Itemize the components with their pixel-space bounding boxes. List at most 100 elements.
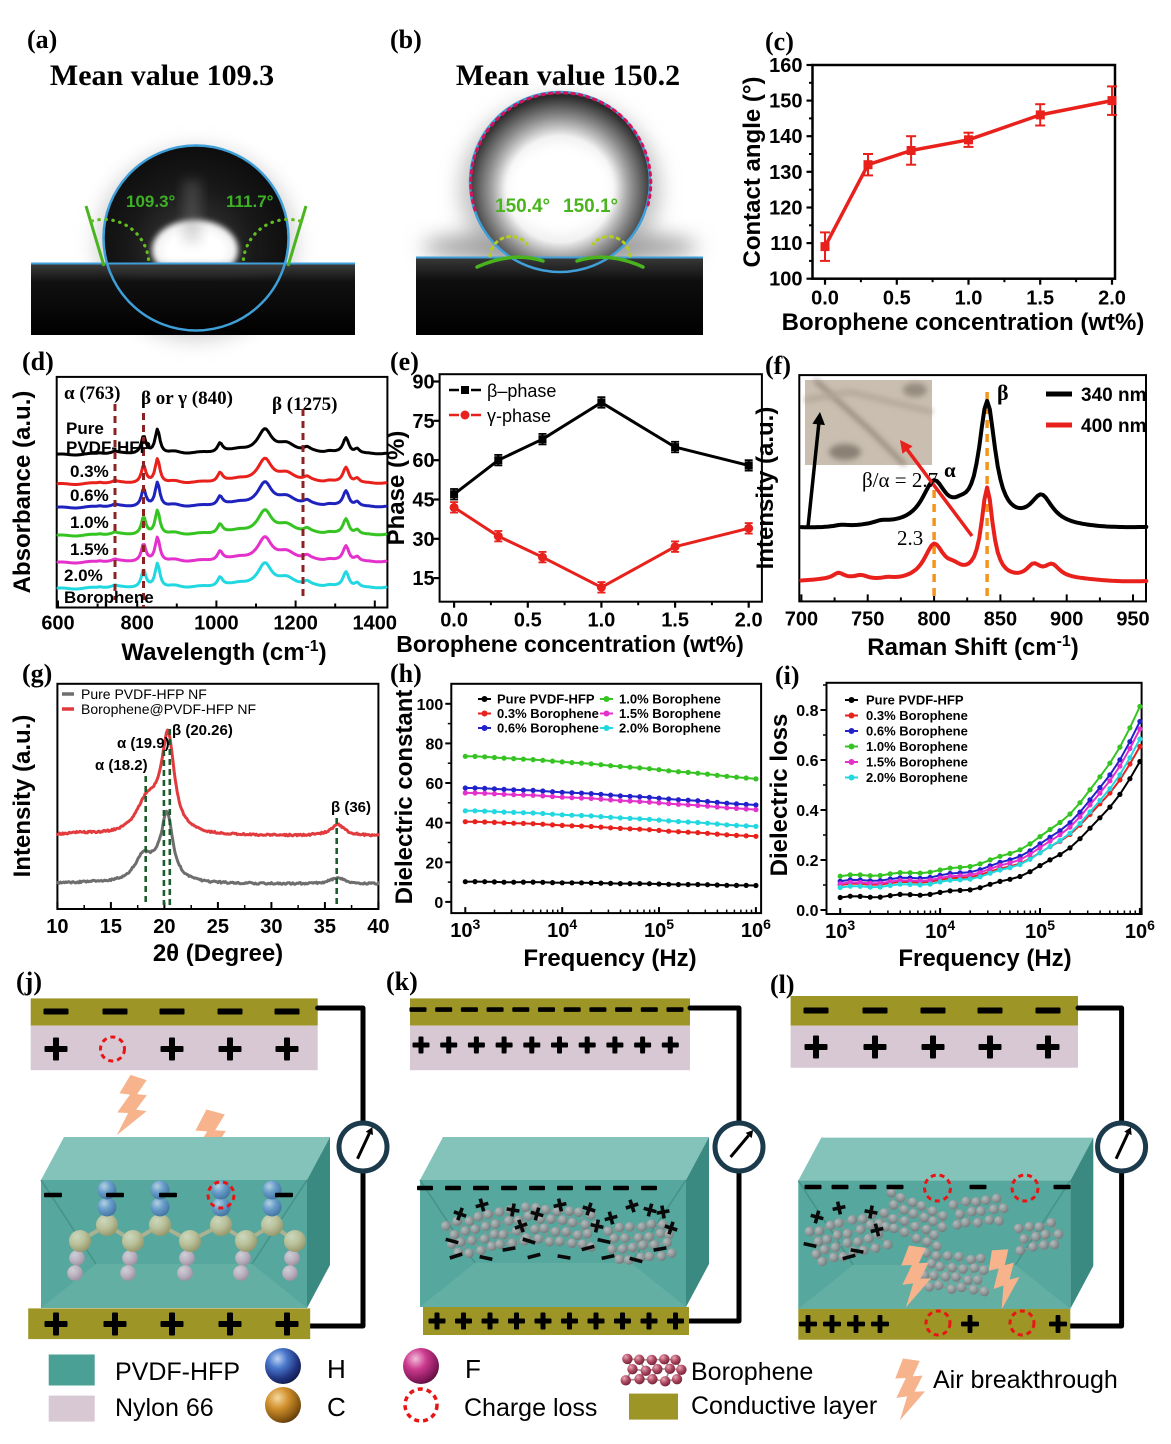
svg-text:35: 35 [314, 916, 336, 938]
svg-text:Pure PVDF-HFP: Pure PVDF-HFP [866, 693, 964, 708]
svg-text:F: F [465, 1354, 481, 1384]
svg-text:Air breakthrough: Air breakthrough [933, 1366, 1118, 1394]
svg-text:Borophene@PVDF-HFP NF: Borophene@PVDF-HFP NF [81, 701, 256, 717]
svg-text:20: 20 [426, 855, 444, 872]
svg-text:40: 40 [367, 916, 389, 938]
svg-text:1.5: 1.5 [661, 610, 689, 632]
svg-text:111.7°: 111.7° [226, 192, 274, 211]
svg-text:100: 100 [417, 697, 444, 714]
svg-text:(a): (a) [27, 25, 57, 54]
svg-text:(e): (e) [390, 347, 419, 376]
svg-text:0.2: 0.2 [796, 853, 818, 870]
svg-text:2.0: 2.0 [735, 610, 763, 632]
svg-text:Pure PVDF-HFP NF: Pure PVDF-HFP NF [81, 686, 207, 702]
svg-text:Phase (%): Phase (%) [383, 431, 410, 546]
svg-text:H: H [327, 1354, 346, 1384]
svg-text:140: 140 [769, 126, 802, 148]
svg-text:0.0: 0.0 [811, 288, 839, 310]
svg-text:15: 15 [100, 916, 122, 938]
svg-text:0.4: 0.4 [796, 803, 818, 820]
svg-text:Contact angle (°): Contact angle (°) [739, 77, 766, 268]
svg-text:103: 103 [825, 917, 855, 943]
svg-text:0.6% Borophene: 0.6% Borophene [497, 721, 599, 736]
svg-text:Nylon 66: Nylon 66 [115, 1394, 214, 1422]
svg-text:2.0%: 2.0% [64, 566, 103, 585]
svg-text:100: 100 [769, 269, 802, 291]
svg-text:60: 60 [426, 776, 444, 793]
svg-text:(h): (h) [390, 659, 422, 688]
svg-text:α (18.2): α (18.2) [95, 757, 148, 774]
svg-text:0.0: 0.0 [796, 903, 818, 920]
svg-text:β/α = 2.7: β/α = 2.7 [862, 468, 938, 492]
svg-text:(f): (f) [765, 351, 791, 380]
svg-text:1.0% Borophene: 1.0% Borophene [619, 692, 721, 707]
svg-text:Intensity (a.u.): Intensity (a.u.) [9, 715, 36, 878]
svg-text:40: 40 [426, 816, 444, 833]
svg-text:160: 160 [769, 55, 802, 77]
svg-text:1.5% Borophene: 1.5% Borophene [866, 755, 968, 770]
svg-text:(k): (k) [386, 967, 418, 996]
svg-text:150.4°: 150.4° [495, 196, 550, 217]
svg-text:PVDF-HFP: PVDF-HFP [115, 1358, 240, 1386]
svg-text:Frequency (Hz): Frequency (Hz) [898, 945, 1071, 972]
svg-text:Charge loss: Charge loss [464, 1394, 597, 1422]
svg-text:900: 900 [1050, 608, 1083, 630]
svg-text:20: 20 [153, 916, 175, 938]
svg-text:950: 950 [1116, 608, 1149, 630]
svg-text:30: 30 [260, 916, 282, 938]
svg-text:15: 15 [412, 568, 434, 590]
svg-text:105: 105 [1025, 917, 1055, 943]
svg-text:(i): (i) [775, 661, 800, 690]
svg-text:30: 30 [412, 529, 434, 551]
svg-text:C: C [327, 1392, 346, 1422]
svg-text:106: 106 [741, 916, 771, 942]
svg-text:850: 850 [984, 608, 1017, 630]
svg-text:(c): (c) [765, 27, 794, 56]
svg-text:α (763): α (763) [64, 383, 121, 404]
svg-text:α: α [944, 458, 956, 482]
svg-text:45: 45 [412, 490, 434, 512]
svg-text:Frequency (Hz): Frequency (Hz) [523, 945, 696, 972]
svg-text:Pure PVDF-HFP: Pure PVDF-HFP [497, 692, 595, 707]
svg-text:Dielectric loss: Dielectric loss [766, 714, 793, 877]
svg-text:(d): (d) [22, 347, 54, 376]
svg-text:800: 800 [121, 613, 154, 635]
svg-text:(b): (b) [390, 25, 422, 54]
svg-text:β (36): β (36) [331, 799, 371, 816]
svg-text:800: 800 [917, 608, 950, 630]
svg-text:120: 120 [769, 198, 802, 220]
svg-text:PVDF-HFP: PVDF-HFP [66, 438, 151, 457]
svg-text:110: 110 [770, 233, 802, 255]
svg-text:α (19.9): α (19.9) [117, 735, 170, 752]
svg-text:1200: 1200 [273, 613, 318, 635]
svg-text:150.1°: 150.1° [563, 196, 618, 217]
svg-text:1000: 1000 [194, 613, 239, 635]
svg-text:90: 90 [412, 372, 434, 394]
svg-text:Borophene concentration (wt%): Borophene concentration (wt%) [396, 631, 744, 657]
svg-text:Absorbance (a.u.): Absorbance (a.u.) [9, 391, 36, 594]
svg-text:80: 80 [426, 736, 444, 753]
svg-text:106: 106 [1125, 917, 1155, 943]
svg-text:2.0% Borophene: 2.0% Borophene [619, 721, 721, 736]
svg-text:Intensity (a.u.): Intensity (a.u.) [752, 407, 779, 570]
svg-text:750: 750 [851, 608, 884, 630]
svg-text:Dielectric constant: Dielectric constant [391, 690, 418, 905]
svg-text:700: 700 [785, 608, 818, 630]
svg-text:0.3% Borophene: 0.3% Borophene [866, 708, 968, 723]
svg-text:Mean value 150.2: Mean value 150.2 [456, 59, 680, 92]
svg-text:1.0%: 1.0% [70, 513, 109, 532]
svg-text:Borophene: Borophene [64, 588, 154, 607]
svg-text:600: 600 [41, 613, 74, 635]
svg-text:2θ (Degree): 2θ (Degree) [153, 940, 283, 967]
svg-text:1.0% Borophene: 1.0% Borophene [866, 739, 968, 754]
svg-text:Wavelength (cm-1): Wavelength (cm-1) [121, 638, 326, 666]
svg-text:1.0: 1.0 [587, 610, 615, 632]
svg-text:25: 25 [207, 916, 229, 938]
svg-text:0.5: 0.5 [514, 610, 542, 632]
svg-text:0.3%: 0.3% [70, 462, 109, 481]
svg-text:1.0: 1.0 [955, 288, 983, 310]
svg-text:Pure: Pure [66, 419, 104, 438]
svg-text:0.6: 0.6 [796, 753, 818, 770]
svg-text:2.3: 2.3 [897, 526, 923, 550]
svg-text:γ-phase: γ-phase [487, 406, 551, 426]
